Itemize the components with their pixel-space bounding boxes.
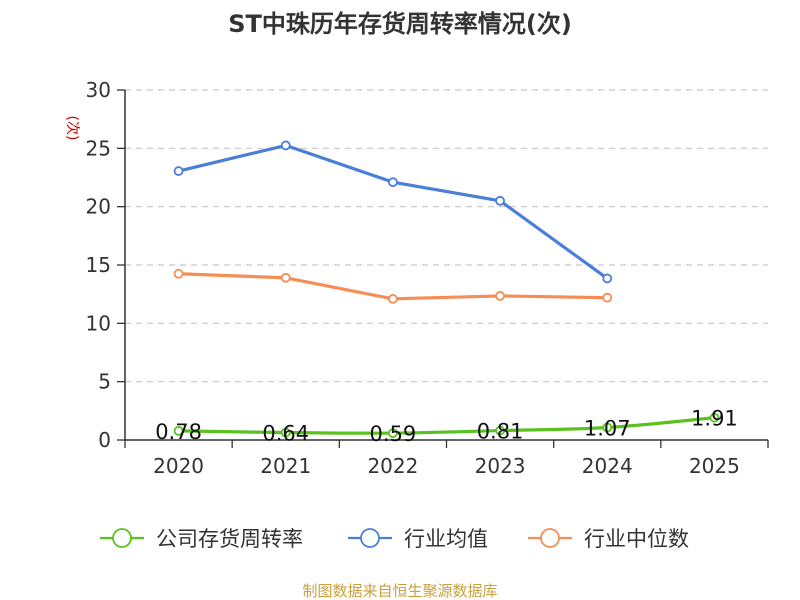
y-axis-unit: (次): [64, 116, 80, 141]
data-point[interactable]: [388, 177, 398, 188]
x-tick-label: 2022: [367, 454, 418, 478]
data-label: 0.78: [155, 420, 202, 444]
data-point[interactable]: [388, 293, 398, 304]
data-point[interactable]: [495, 291, 505, 301]
data-point[interactable]: [495, 195, 505, 206]
data-point[interactable]: [280, 427, 291, 438]
legend-marker[interactable]: [360, 528, 380, 548]
series-line-0: [176, 416, 717, 435]
x-tick-label: 2020: [153, 454, 204, 478]
data-point[interactable]: [709, 412, 720, 423]
y-tick-label: 30: [86, 78, 111, 102]
data-point[interactable]: [602, 422, 613, 433]
data-point[interactable]: [280, 272, 291, 283]
y-tick-label: 25: [86, 136, 111, 160]
data-point[interactable]: [602, 292, 613, 303]
data-label: 0.59: [370, 422, 417, 446]
y-tick-label: 0: [98, 428, 111, 452]
legend-marker[interactable]: [540, 528, 560, 548]
legend-label[interactable]: 公司存货周转率: [156, 527, 303, 551]
x-tick-label: 2025: [689, 454, 740, 478]
y-tick-label: 20: [86, 195, 111, 219]
data-point[interactable]: [280, 140, 291, 151]
x-tick-label: 2021: [260, 454, 311, 478]
legend-label[interactable]: 行业均值: [404, 527, 488, 551]
legend-label[interactable]: 行业中位数: [584, 527, 689, 551]
data-label: 0.64: [262, 422, 309, 446]
data-point[interactable]: [388, 428, 398, 439]
data-point[interactable]: [173, 166, 184, 176]
data-point[interactable]: [173, 425, 184, 436]
y-tick-label: 5: [98, 370, 111, 394]
data-label: 0.81: [477, 420, 524, 444]
data-label: 1.07: [584, 417, 631, 441]
data-point[interactable]: [602, 273, 613, 284]
series-line-1: [176, 143, 609, 281]
data-label: 1.91: [691, 407, 738, 431]
data-point[interactable]: [495, 425, 505, 436]
y-tick-label: 15: [86, 253, 111, 277]
y-tick-label: 10: [86, 311, 111, 335]
legend-marker[interactable]: [112, 528, 132, 548]
x-tick-label: 2023: [475, 454, 526, 478]
data-point[interactable]: [173, 268, 184, 279]
source-note: 制图数据来自恒生聚源数据库: [302, 582, 497, 600]
chart-title: ST中珠历年存货周转率情况(次): [228, 10, 572, 38]
x-tick-label: 2024: [582, 454, 633, 478]
